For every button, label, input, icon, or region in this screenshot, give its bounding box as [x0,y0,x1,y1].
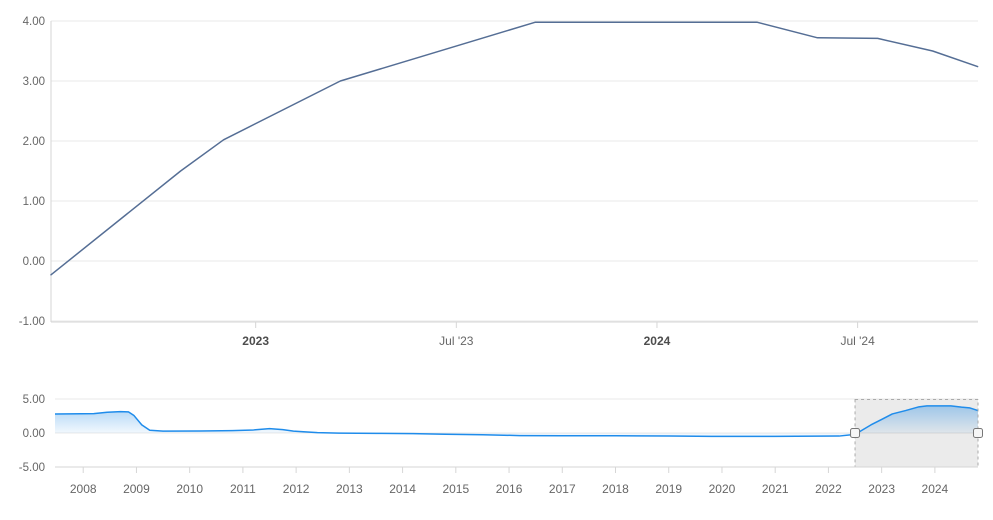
nav-year-label: 2017 [549,482,576,496]
main-y-axis-label: 0.00 [23,256,45,268]
nav-year-label: 2021 [762,482,789,496]
navigator-left-handle[interactable] [850,428,861,438]
nav-y-axis-label: 5.00 [23,394,45,406]
main-y-axis-label: 1.00 [23,196,45,208]
nav-year-label: 2015 [442,482,469,496]
nav-year-label: 2018 [602,482,629,496]
nav-year-label: 2016 [496,482,523,496]
nav-y-axis-label: -5.00 [19,462,45,474]
nav-year-label: 2012 [283,482,310,496]
nav-series-line [54,405,979,438]
main-plot-area[interactable] [51,21,978,321]
main-y-axis-label: -1.00 [19,316,45,328]
nav-year-label: 2024 [922,482,949,496]
main-x-axis-label: 2023 [242,334,269,348]
main-x-axis-label: Jul '23 [439,334,474,348]
main-chart: 4.00 3.00 2.00 1.00 0.00 -1.00 2023 Jul '23 2024… [19,16,979,348]
nav-year-label: 2019 [655,482,682,496]
nav-year-label: 2011 [230,482,256,496]
nav-year-label: 2023 [868,482,895,496]
nav-year-label: 2009 [123,482,150,496]
main-y-axis-label: 4.00 [23,16,45,28]
nav-year-label: 2008 [70,482,97,496]
nav-year-label: 2010 [176,482,203,496]
nav-y-axis-label: 0.00 [23,428,45,440]
navigator-right-handle[interactable] [973,428,983,438]
navigator: 5.00 0.00 -5.00 2008 2009 2010 2011 2012 2013 201… [19,394,983,496]
main-y-axis-label: 3.00 [23,76,45,88]
nav-year-label: 2014 [389,482,416,496]
nav-year-label: 2022 [815,482,842,496]
main-series-line [50,21,979,276]
main-y-axis-label: 2.00 [23,136,45,148]
main-x-axis-label: Jul '24 [840,334,875,348]
nav-year-label: 2013 [336,482,363,496]
main-x-axis-label: 2024 [644,334,671,348]
nav-year-label: 2020 [709,482,736,496]
